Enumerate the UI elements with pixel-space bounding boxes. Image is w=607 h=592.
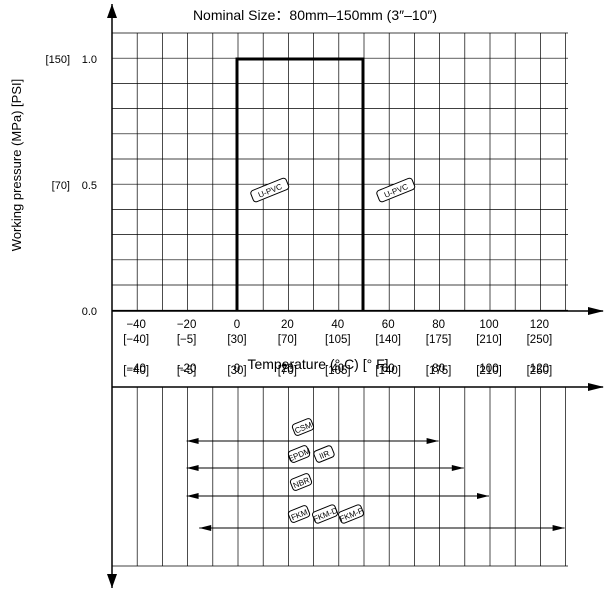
x-tick-label: 0	[234, 319, 240, 331]
x-axis-label: Temperature (° C) [° F]	[247, 356, 388, 372]
x-tick-label: 20	[281, 319, 294, 331]
x-tick-f-label: [−5]	[177, 334, 197, 346]
material-tag: IIR	[313, 445, 335, 463]
x-tick-label: 20	[281, 363, 294, 375]
material-tag-box	[312, 504, 338, 524]
x-tick-f-label: [105]	[325, 334, 351, 346]
x-tick-f-label: [250]	[527, 365, 553, 377]
material-tag: FKM-D	[312, 504, 339, 524]
material-range-arrow-right	[426, 438, 439, 444]
material-range-arrow-left	[199, 525, 212, 531]
x-tick-f-label: [70]	[278, 365, 297, 377]
x-tick-label: 60	[382, 363, 395, 375]
x-tick-label: −20	[177, 363, 197, 375]
material-tag-box	[287, 505, 311, 523]
x-tick-label: −20	[177, 319, 197, 331]
material-tag-box	[338, 504, 364, 524]
annotation-tag: U-PVC	[250, 177, 290, 203]
x-tick-f-label: [−5]	[177, 365, 197, 377]
material-range-arrow-right	[451, 465, 464, 471]
material-tag: EPDM	[287, 445, 312, 463]
x-tick-f-label: [140]	[375, 365, 401, 377]
material-range-arrow-left	[186, 438, 199, 444]
annotation-tag-box	[250, 177, 290, 203]
x-tick-label: −40	[126, 319, 146, 331]
y-axis-arrow-up	[107, 4, 117, 18]
material-range-arrow-right	[552, 525, 565, 531]
y-axis-arrow-down	[107, 574, 117, 588]
x-tick-label: 100	[479, 363, 498, 375]
x-tick-f-label: [−40]	[123, 334, 149, 346]
x-tick-label: 40	[331, 363, 344, 375]
material-tag-text: IIR	[318, 449, 331, 461]
material-tag: FKM	[287, 505, 311, 523]
x-tick-label: −40	[126, 363, 146, 375]
x-tick-f-label: [70]	[278, 334, 297, 346]
material-tag: FKM-F	[338, 504, 364, 524]
material-tag: CSM	[291, 418, 315, 436]
material-range-arrow-left	[186, 493, 199, 499]
x-tick-f-label: [175]	[426, 334, 452, 346]
y-axis-label: Working pressure (MPa) [PSI]	[9, 79, 24, 251]
lower-axis-arrow	[588, 383, 604, 391]
material-tag-box	[313, 445, 335, 463]
material-tag-box	[291, 418, 315, 436]
x-tick-label: 120	[530, 319, 549, 331]
annotation-tag-box	[376, 177, 416, 203]
material-tag-box	[289, 473, 313, 491]
x-tick-f-label: [210]	[476, 334, 502, 346]
y-tick-label: 1.0	[82, 54, 97, 66]
x-tick-label: 100	[479, 319, 498, 331]
x-tick-label: 60	[382, 319, 395, 331]
material-range-arrow-right	[477, 493, 489, 499]
material-tag-box	[287, 445, 311, 463]
x-tick-f-label: [210]	[476, 365, 502, 377]
x-tick-f-label: [175]	[426, 365, 452, 377]
y-tick-psi-label: [150]	[46, 54, 70, 66]
x-tick-f-label: [30]	[227, 365, 246, 377]
x-tick-f-label: [250]	[527, 334, 553, 346]
annotation-tag: U-PVC	[376, 177, 416, 203]
x-tick-label: 40	[331, 319, 344, 331]
chart-title: Nominal Size：80mm–150mm (3″–10″)	[193, 7, 437, 23]
x-tick-label: 0	[234, 363, 240, 375]
x-tick-label: 80	[432, 363, 445, 375]
x-tick-label: 80	[432, 319, 445, 331]
x-tick-label: 120	[530, 363, 549, 375]
material-tag: NBR	[289, 473, 313, 491]
envelope-series-line	[235, 57, 365, 311]
y-tick-psi-label: [70]	[52, 180, 70, 192]
x-tick-f-label: [30]	[227, 334, 246, 346]
y-tick-label: 0.5	[82, 180, 97, 192]
x-tick-f-label: [105]	[325, 365, 351, 377]
x-axis-arrow	[588, 307, 604, 315]
y-tick-label: 0.0	[82, 306, 97, 318]
material-range-arrow-left	[186, 465, 199, 471]
x-tick-f-label: [−40]	[123, 365, 149, 377]
x-tick-f-label: [140]	[375, 334, 401, 346]
